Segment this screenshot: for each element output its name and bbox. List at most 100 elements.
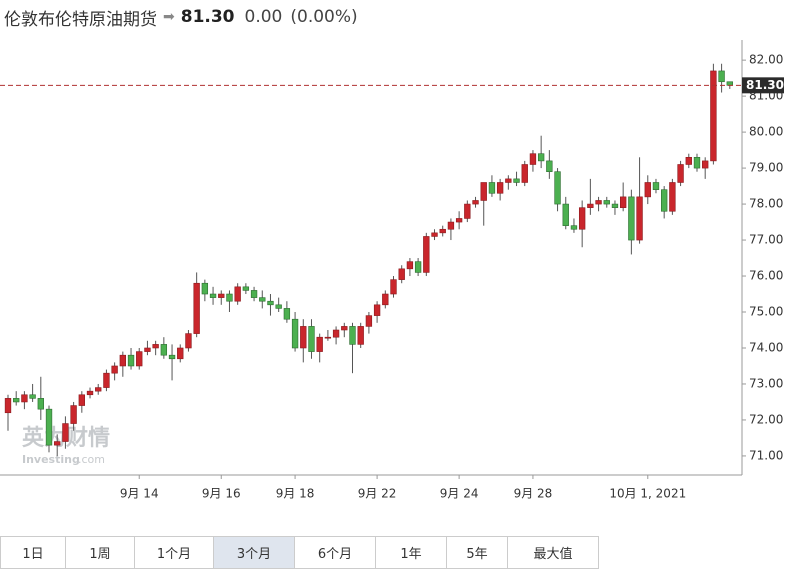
candle-body: [480, 182, 487, 201]
candle-body: [718, 70, 725, 83]
candle-body: [693, 156, 701, 169]
candle-body: [529, 153, 537, 165]
candle-body: [619, 196, 627, 208]
candle-body: [546, 160, 553, 172]
candle-body: [283, 308, 291, 320]
candle-body: [595, 200, 602, 205]
candle-body: [554, 171, 561, 205]
x-tick-label: 9月 28: [514, 487, 553, 501]
candle-body: [193, 282, 200, 334]
x-tick-label: 9月 14: [120, 487, 159, 501]
candle-body: [21, 394, 28, 403]
candle-body: [537, 153, 545, 162]
candle-body: [603, 200, 610, 205]
y-tick-label: 72.00: [749, 412, 783, 426]
candle-body: [677, 164, 684, 183]
candle-body: [702, 160, 709, 169]
candle-body: [611, 203, 619, 208]
candle-body: [726, 81, 733, 86]
range-button[interactable]: 1年: [375, 537, 446, 568]
candle-body: [259, 297, 266, 302]
y-tick-label: 80.00: [749, 125, 783, 139]
x-tick-label: 9月 18: [276, 487, 315, 501]
candle-body: [168, 354, 176, 360]
candle-body: [587, 203, 594, 208]
candle-body: [185, 333, 192, 349]
candle-body: [390, 279, 397, 295]
last-price-label: 81.30: [746, 78, 784, 92]
candle-body: [291, 318, 299, 349]
title: 伦敦布伦特原油期货: [4, 9, 157, 30]
candle-body: [152, 344, 159, 349]
range-button[interactable]: 1个月: [134, 537, 213, 568]
change: 0.00: [244, 7, 283, 27]
candle-body: [578, 207, 586, 230]
candle-body: [226, 293, 233, 302]
candle-body: [661, 189, 668, 212]
candle-body: [669, 182, 676, 212]
chart: 英为财情 Investing .com 71.0072.0073.0074.00…: [0, 40, 784, 501]
candle-body: [472, 200, 479, 205]
candle-body: [710, 70, 717, 162]
y-tick-label: 71.00: [749, 448, 783, 462]
candle-body: [78, 394, 85, 406]
candle-body: [308, 326, 315, 352]
candle-body: [45, 408, 53, 446]
candle-body: [373, 304, 381, 316]
candle-body: [316, 336, 323, 352]
candle-body: [177, 347, 184, 360]
candle-body: [423, 236, 430, 273]
candle-body: [505, 178, 512, 183]
candle-body: [414, 261, 422, 273]
y-tick-label: 77.00: [749, 233, 783, 247]
candle-body: [447, 221, 455, 230]
y-tick-label: 74.00: [749, 340, 783, 354]
x-tick-label: 10月 1, 2021: [609, 487, 686, 501]
candle-body: [349, 326, 356, 345]
candle-body: [13, 398, 20, 403]
range-button[interactable]: 1日: [0, 537, 65, 568]
arrow-icon: ➡: [163, 9, 175, 25]
range-button[interactable]: 1周: [65, 537, 134, 568]
watermark-domain: .com: [78, 453, 105, 466]
candle-body: [382, 293, 389, 306]
candle-body: [250, 290, 258, 298]
price: 81.30: [180, 7, 235, 27]
header: 伦敦布伦特原油期货 ➡ 81.30 0.00 (0.00%): [4, 5, 366, 30]
candle-body: [488, 182, 496, 194]
candle-body: [521, 164, 528, 183]
x-tick-label: 9月 24: [440, 487, 479, 501]
candle-body: [144, 347, 151, 352]
candle-body: [62, 423, 69, 442]
candle-body: [652, 182, 660, 190]
candle-body: [242, 286, 250, 291]
candle-body: [628, 196, 635, 241]
candle-body: [300, 326, 307, 349]
range-button[interactable]: 5年: [446, 537, 507, 568]
change-pct: (0.00%): [290, 7, 358, 27]
candle-body: [127, 354, 135, 367]
candle-body: [4, 398, 12, 414]
x-tick-label: 9月 16: [202, 487, 241, 501]
range-button[interactable]: 3个月: [213, 537, 294, 568]
candle-body: [37, 398, 44, 410]
candle-body: [111, 365, 118, 374]
range-button[interactable]: 最大值: [507, 537, 599, 568]
candle-body: [636, 196, 643, 241]
candle-body: [160, 344, 168, 356]
x-tick-label: 9月 22: [358, 487, 397, 501]
range-button[interactable]: 6个月: [294, 537, 375, 568]
candle-body: [685, 156, 692, 165]
candle-body: [357, 326, 364, 345]
candle-body: [570, 225, 578, 230]
candle-body: [218, 293, 225, 298]
watermark-site: Investing: [22, 453, 80, 466]
candle-body: [341, 326, 348, 331]
candle-body: [406, 261, 414, 270]
last-price-box: [742, 77, 784, 94]
candle-body: [201, 282, 209, 295]
candle-body: [136, 351, 143, 367]
candle-body: [54, 441, 61, 446]
candle-body: [234, 286, 241, 302]
